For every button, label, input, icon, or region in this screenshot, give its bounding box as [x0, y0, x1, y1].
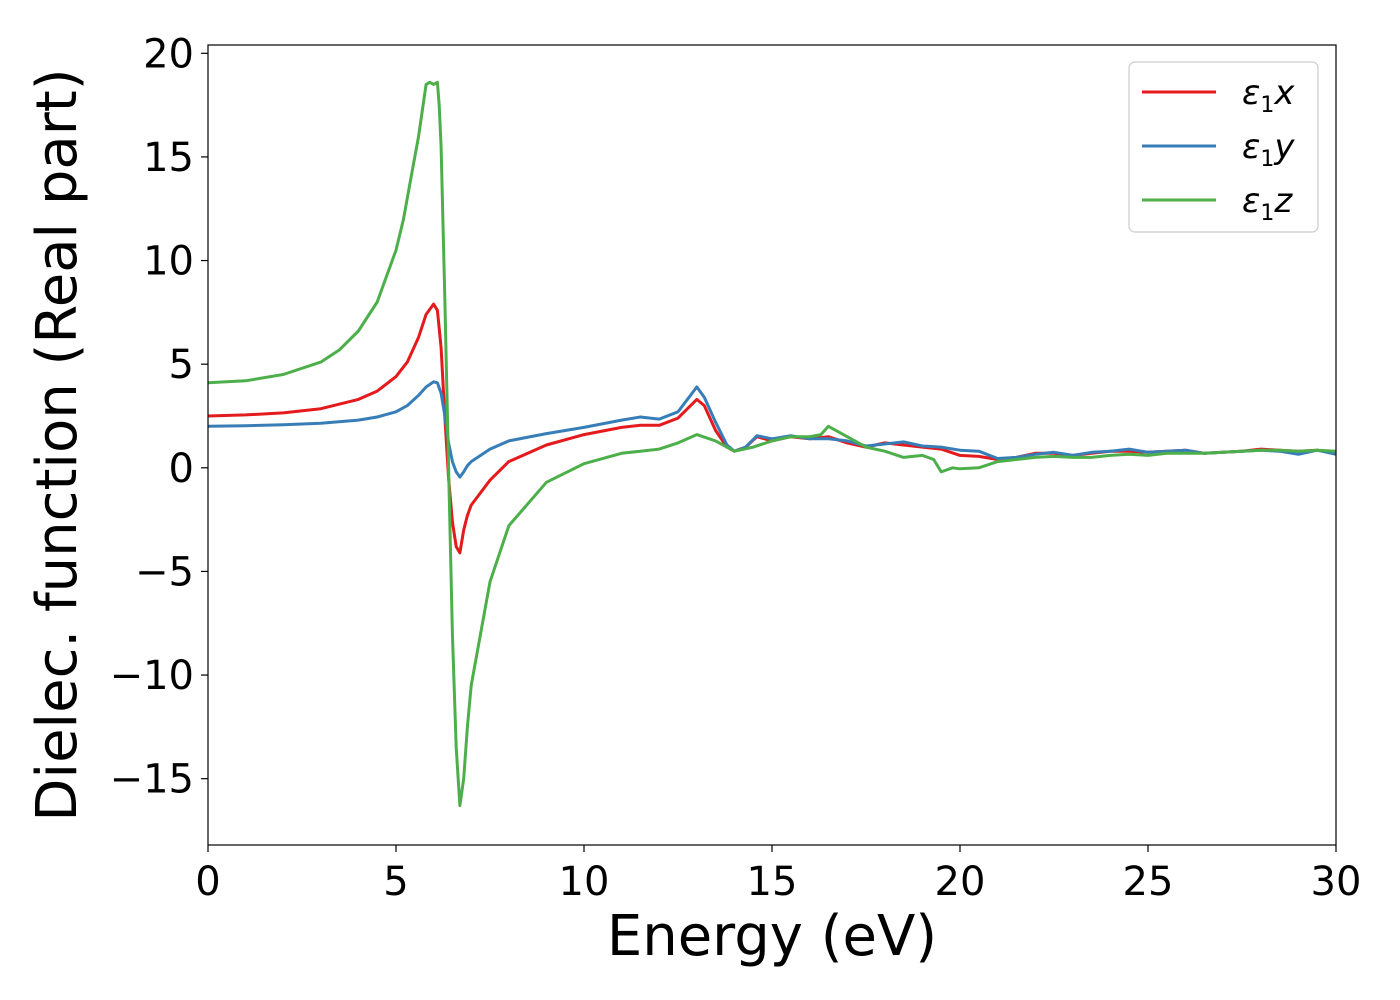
series-layer — [208, 80, 1336, 808]
y-tick-label: 15 — [143, 135, 194, 181]
y-axis: −15 −10 −5 0 5 10 15 20 — [110, 31, 208, 803]
y-axis-label: Dielec. function (Real part) — [25, 68, 90, 821]
legend-label-x: ε1x — [1242, 73, 1295, 118]
x-axis: 0 5 10 15 20 25 30 — [195, 845, 1361, 905]
x-tick-label: 20 — [935, 859, 986, 905]
y-tick-label: −10 — [110, 653, 194, 699]
y-tick-label: 0 — [169, 446, 194, 492]
x-axis-label: Energy (eV) — [607, 904, 937, 969]
legend: ε1x ε1y ε1z — [1128, 61, 1319, 233]
series-line-z — [208, 80, 1336, 808]
x-tick-label: 10 — [559, 859, 610, 905]
x-tick-label: 5 — [383, 859, 408, 905]
legend-box — [1128, 61, 1319, 233]
y-tick-label: 20 — [143, 31, 194, 77]
legend-label-y: ε1y — [1242, 127, 1295, 172]
x-tick-label: 30 — [1311, 859, 1362, 905]
y-tick-label: −15 — [110, 757, 194, 803]
legend-label-z: ε1z — [1242, 181, 1293, 226]
x-tick-label: 25 — [1123, 859, 1174, 905]
y-tick-label: −5 — [135, 549, 194, 595]
y-tick-label: 5 — [169, 342, 194, 388]
x-tick-label: 15 — [747, 859, 798, 905]
x-tick-label: 0 — [195, 859, 220, 905]
y-tick-label: 10 — [143, 239, 194, 285]
